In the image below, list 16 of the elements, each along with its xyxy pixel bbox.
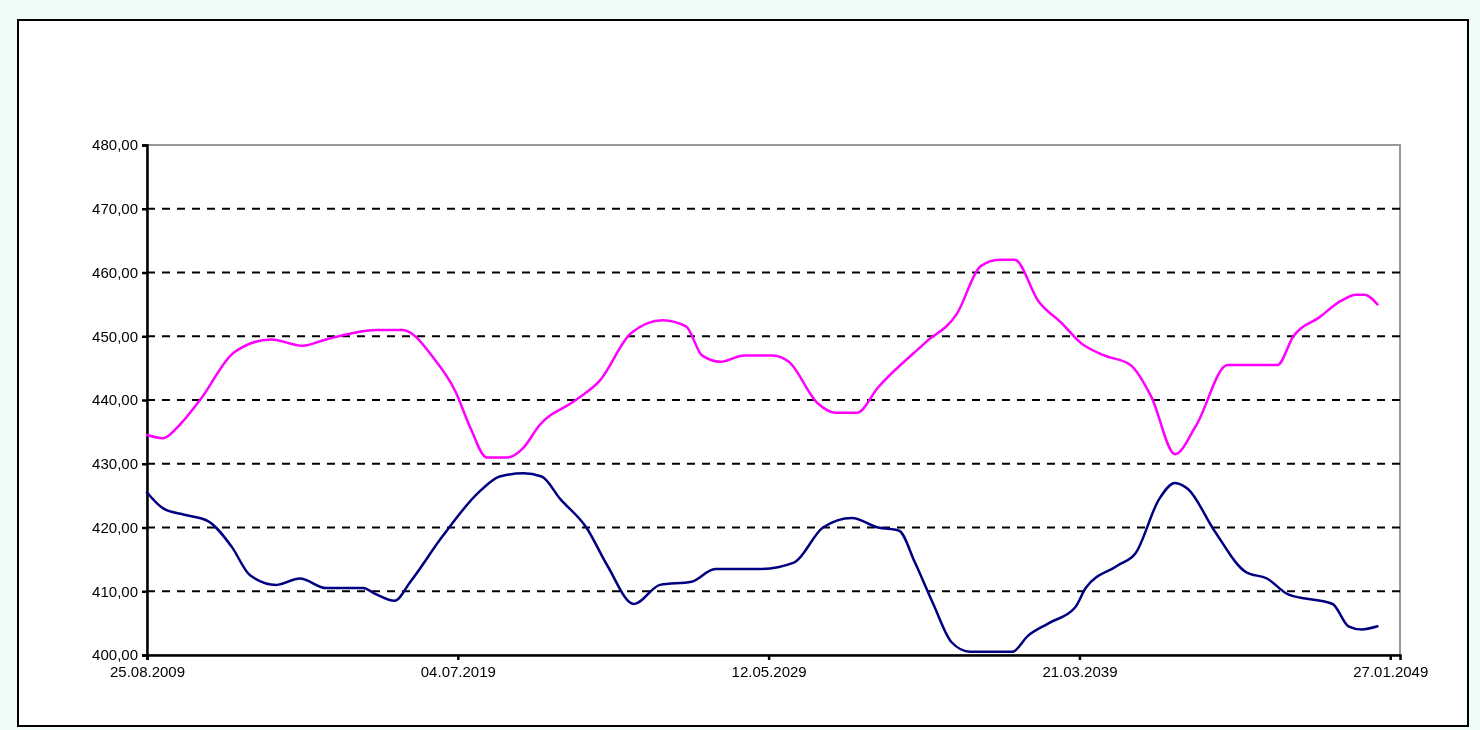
y-tick-label: 480,00 [92,136,138,154]
y-tick-label: 470,00 [92,200,138,218]
x-tick-label: 21.03.2039 [1042,662,1118,680]
y-tick-label: 430,00 [92,455,138,473]
y-tick-label: 420,00 [92,518,138,536]
y-tick-label: 410,00 [92,582,138,600]
y-tick-label: 440,00 [92,391,138,409]
x-tick-label: 04.07.2019 [420,662,496,680]
line-series [145,472,1379,654]
y-tick-label: 460,00 [92,263,138,281]
x-tick-label: 12.05.2029 [731,662,807,680]
y-tick-label: 400,00 [92,646,138,664]
x-tick-label: 27.01.2049 [1353,662,1429,680]
x-tick-label: 25.08.2009 [109,662,186,680]
y-tick-label: 450,00 [92,327,138,345]
line-series [145,258,1379,459]
